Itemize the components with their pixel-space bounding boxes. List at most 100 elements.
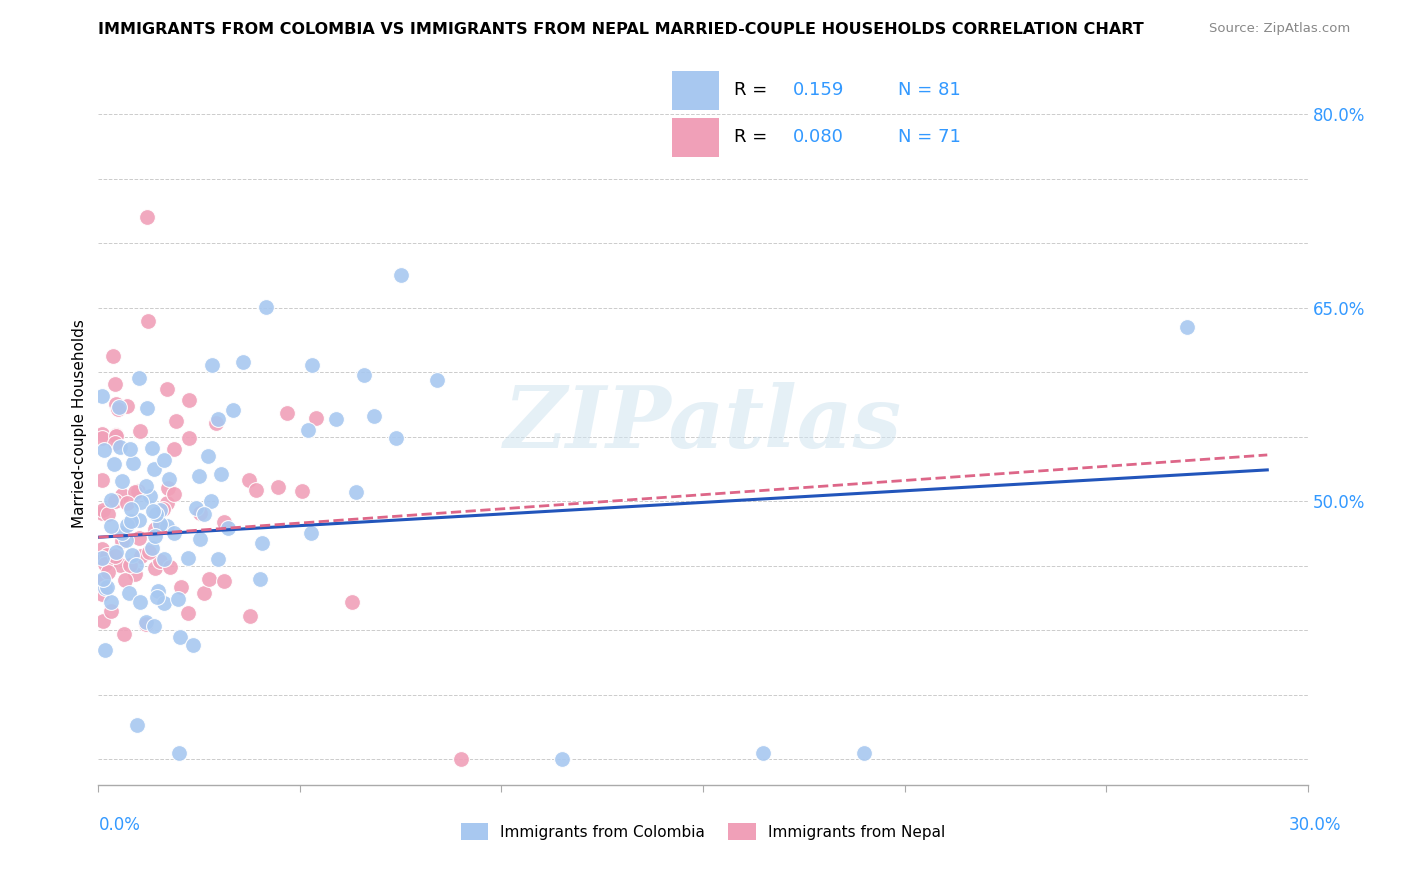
Point: [100, 604, 122, 618]
Point: [152, 502, 174, 516]
Point: [177, 606, 200, 620]
Point: [97, 565, 120, 579]
Point: [212, 515, 235, 529]
Point: [136, 401, 159, 415]
Point: [157, 481, 180, 495]
Point: [163, 442, 186, 456]
Point: [148, 584, 170, 599]
Point: [276, 406, 298, 420]
Point: [163, 525, 186, 540]
Point: [115, 399, 138, 413]
Text: 0.159: 0.159: [793, 81, 844, 99]
Text: N = 71: N = 71: [898, 128, 962, 146]
Point: [105, 429, 128, 443]
Point: [551, 752, 574, 766]
Point: [129, 424, 152, 438]
Point: [188, 469, 211, 483]
Point: [245, 483, 267, 497]
Point: [115, 533, 138, 548]
Point: [121, 548, 143, 562]
Point: [426, 373, 449, 387]
Point: [105, 545, 128, 559]
Point: [91, 572, 114, 586]
Point: [91, 506, 114, 520]
Point: [163, 487, 186, 501]
Point: [125, 718, 148, 732]
Point: [128, 595, 150, 609]
Point: [143, 522, 166, 536]
Point: [157, 472, 180, 486]
Point: [103, 457, 125, 471]
Point: [135, 479, 157, 493]
Point: [183, 638, 205, 652]
Point: [384, 431, 406, 445]
Text: ZIPatlas: ZIPatlas: [503, 382, 903, 466]
Point: [156, 518, 179, 533]
Point: [344, 485, 367, 500]
Point: [111, 488, 134, 502]
Point: [201, 358, 224, 372]
Point: [91, 551, 114, 566]
Point: [104, 436, 127, 450]
Point: [207, 551, 229, 566]
Point: [135, 615, 157, 630]
Point: [299, 525, 322, 540]
Point: [91, 614, 114, 628]
Point: [238, 473, 260, 487]
Point: [179, 393, 201, 408]
Point: [169, 630, 191, 644]
Point: [205, 417, 228, 431]
Text: IMMIGRANTS FROM COLOMBIA VS IMMIGRANTS FROM NEPAL MARRIED-COUPLE HOUSEHOLDS CORR: IMMIGRANTS FROM COLOMBIA VS IMMIGRANTS F…: [98, 22, 1144, 37]
Point: [200, 493, 222, 508]
Point: [752, 746, 775, 760]
Point: [211, 467, 233, 482]
Point: [148, 519, 170, 533]
Point: [108, 440, 131, 454]
Point: [100, 594, 122, 608]
Point: [176, 550, 198, 565]
Point: [120, 514, 142, 528]
Point: [149, 553, 172, 567]
Point: [93, 442, 115, 457]
Point: [159, 559, 181, 574]
Point: [143, 528, 166, 542]
Point: [142, 504, 165, 518]
Point: [188, 507, 211, 521]
Point: [239, 609, 262, 624]
Text: N = 81: N = 81: [898, 81, 962, 99]
Point: [212, 574, 235, 589]
Point: [112, 627, 135, 641]
Point: [128, 531, 150, 545]
Point: [96, 580, 118, 594]
Point: [167, 591, 190, 606]
Point: [104, 377, 127, 392]
Text: R =: R =: [734, 81, 773, 99]
Point: [363, 409, 385, 423]
Point: [127, 483, 149, 498]
Text: 0.0%: 0.0%: [98, 816, 141, 834]
Point: [120, 502, 142, 516]
Text: 0.080: 0.080: [793, 128, 844, 146]
Point: [186, 500, 208, 515]
Point: [117, 496, 139, 510]
Text: R =: R =: [734, 128, 773, 146]
Point: [153, 596, 176, 610]
Text: 30.0%: 30.0%: [1288, 816, 1341, 834]
Point: [450, 752, 472, 766]
Point: [232, 355, 254, 369]
Point: [131, 549, 153, 563]
Point: [170, 581, 193, 595]
Point: [193, 586, 215, 600]
Point: [207, 412, 229, 426]
Point: [143, 462, 166, 476]
Point: [291, 484, 314, 499]
Point: [165, 414, 187, 428]
Point: [141, 441, 163, 455]
Point: [145, 507, 167, 521]
Point: [143, 561, 166, 575]
Point: [177, 431, 200, 445]
Point: [217, 521, 239, 535]
Point: [340, 594, 363, 608]
Point: [111, 525, 134, 540]
Point: [156, 382, 179, 396]
